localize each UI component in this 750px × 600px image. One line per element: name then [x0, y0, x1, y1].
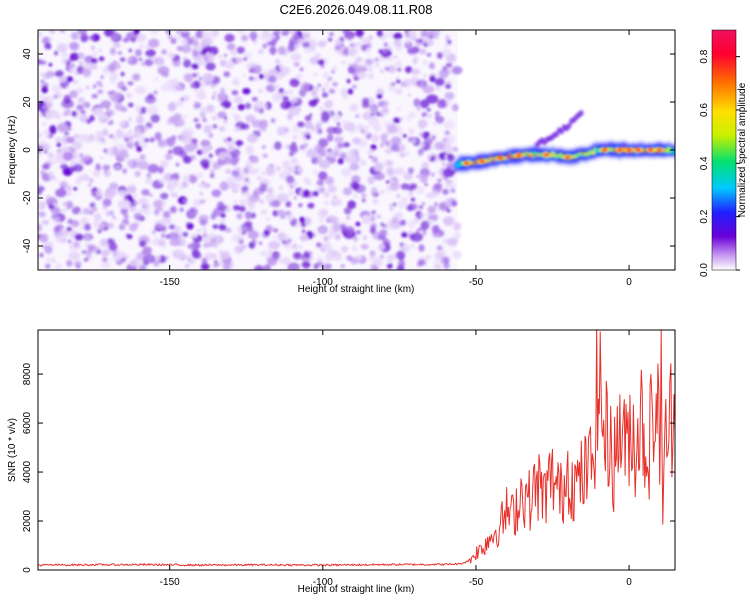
snr-y-tick-label: 6000: [22, 412, 33, 435]
snr-y-tick-label: 4000: [22, 460, 33, 483]
spectrogram-panel: -150 -100 -50 0 -40 -20 0 20 40 Height of strai…: [7, 29, 676, 295]
snr-x-tick-label: 0: [626, 577, 632, 588]
noise-speckle-layer: [38, 30, 463, 270]
colorbar-tick-label: 0.4: [699, 156, 710, 170]
spectrogram-heatmap: [38, 30, 675, 270]
figure-title: C2E6.2026.049.08.11.R08: [280, 2, 433, 17]
spectrogram-x-tick-label: -100: [313, 277, 333, 288]
spectrogram-y-tick-label: 40: [22, 48, 33, 60]
secondary-branch: [534, 110, 584, 148]
snr-y-tick-label: 0: [22, 567, 33, 573]
snr-series-line: [38, 330, 675, 567]
colorbar-tick-label: 0.6: [699, 103, 710, 117]
snr-x-tick-label: -50: [469, 577, 484, 588]
spectrogram-y-tick-label: -40: [22, 238, 33, 253]
spectrogram-y-tick-label: 0: [22, 147, 33, 153]
snr-panel: -150 -100 -50 0 0 2000 4000 6000 8000 Height of…: [7, 329, 676, 595]
snr-x-label: Height of straight line (km): [298, 584, 415, 595]
snr-y-tick-label: 2000: [22, 509, 33, 532]
colorbar-tick-label: 0.0: [699, 263, 710, 277]
spectrogram-y-tick-label: 20: [22, 96, 33, 108]
colorbar-label: Normalized spectral amplitude: [737, 82, 748, 217]
snr-y-label: SNR (10 * v/v): [7, 418, 18, 482]
colorbar-tick-label: 0.8: [699, 49, 710, 63]
colorbar: 0.0 0.2 0.4 0.6 0.8 Normalized spectral ampl…: [699, 29, 748, 277]
spectrogram-x-label: Height of straight line (km): [298, 284, 415, 295]
spectrogram-y-tick-label: -20: [22, 190, 33, 205]
snr-y-tick-label: 8000: [22, 363, 33, 386]
colorbar-tick-label: 0.2: [699, 209, 710, 223]
signal-track: [453, 141, 675, 172]
colorbar-gradient: [711, 29, 737, 271]
snr-frame: [37, 329, 676, 571]
spectrogram-y-label: Frequency (Hz): [7, 116, 18, 185]
spectrogram-x-tick-label: 0: [626, 277, 632, 288]
spectrogram-x-tick-label: -150: [160, 277, 180, 288]
snr-x-tick-label: -150: [160, 577, 180, 588]
spectrogram-x-tick-label: -50: [469, 277, 484, 288]
snr-x-tick-label: -100: [313, 577, 333, 588]
